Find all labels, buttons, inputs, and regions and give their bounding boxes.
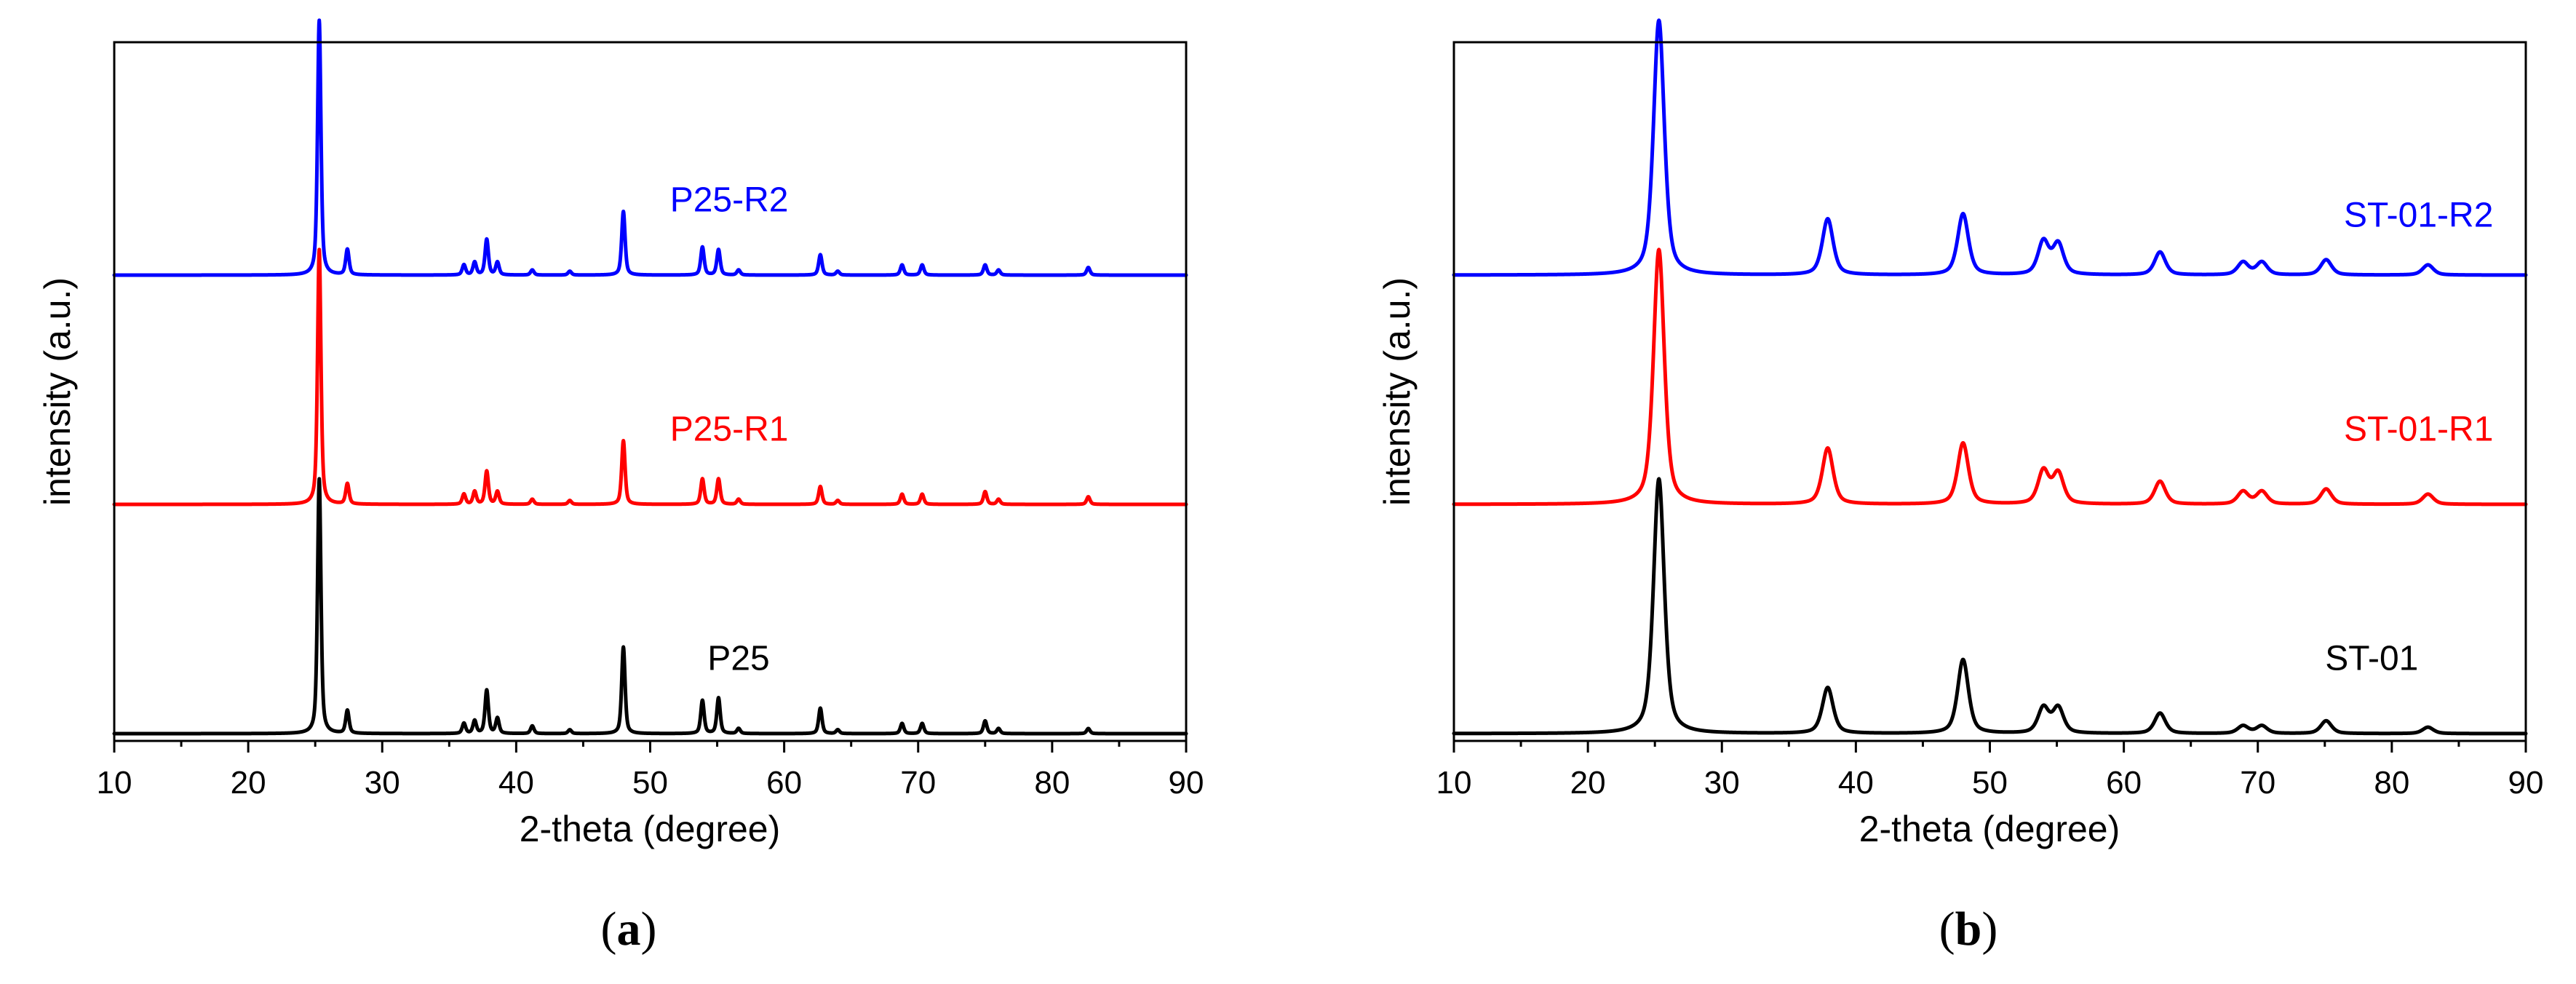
x-tick-label-90: 90 — [2508, 765, 2544, 801]
x-tick-label-80: 80 — [2374, 765, 2409, 801]
panel-a-chart: P25 P25-R1 P25-R2 10 20 30 40 50 60 70 80 90 2-the… — [37, 18, 1204, 956]
x-tick-label-70: 70 — [900, 765, 936, 801]
x-tick-label-50: 50 — [1972, 765, 2008, 801]
trace-st-01-r1 — [1452, 247, 2528, 507]
panel-a-y-axis-label: intensity (a.u.) — [37, 277, 78, 506]
series-label-p25: P25 — [707, 640, 769, 678]
x-tick-label-40: 40 — [498, 765, 534, 801]
panel-a-caption: (a) — [601, 902, 657, 956]
trace-st-01 — [1452, 477, 2528, 736]
x-tick-label-60: 60 — [2106, 765, 2142, 801]
x-tick-label-70: 70 — [2240, 765, 2275, 801]
x-tick-label-90: 90 — [1169, 765, 1204, 801]
x-tick-label-30: 30 — [365, 765, 400, 801]
series-label-st-01: ST-01 — [2325, 640, 2418, 678]
panel-b-x-axis-label: 2-theta (degree) — [1859, 809, 2120, 849]
x-tick-label-40: 40 — [1838, 765, 1874, 801]
panel-b-y-axis-label: intensity (a.u.) — [1377, 277, 1418, 506]
panel-b-chart: ST-01 ST-01-R1 ST-01-R2 10 20 30 40 50 60 70 80 90… — [1377, 18, 2544, 956]
series-label-st-01-r2: ST-01-R2 — [2344, 197, 2493, 235]
x-tick-label-10: 10 — [1436, 765, 1472, 801]
trace-st-01-r2 — [1452, 18, 2528, 277]
x-tick-label-60: 60 — [766, 765, 802, 801]
x-tick-label-30: 30 — [1704, 765, 1740, 801]
trace-p25-r2 — [112, 18, 1188, 277]
x-tick-label-20: 20 — [231, 765, 266, 801]
trace-p25 — [112, 477, 1188, 736]
panel-a-x-axis-label: 2-theta (degree) — [520, 809, 781, 849]
panel-b-caption: (b) — [1939, 902, 1998, 956]
x-tick-label-50: 50 — [632, 765, 668, 801]
x-tick-label-20: 20 — [1570, 765, 1606, 801]
series-label-st-01-r1: ST-01-R1 — [2344, 410, 2493, 449]
series-label-p25-r2: P25-R2 — [670, 181, 789, 220]
x-tick-label-80: 80 — [1034, 765, 1070, 801]
trace-p25-r1 — [112, 247, 1188, 507]
x-tick-label-10: 10 — [97, 765, 132, 801]
series-label-p25-r1: P25-R1 — [670, 410, 789, 449]
